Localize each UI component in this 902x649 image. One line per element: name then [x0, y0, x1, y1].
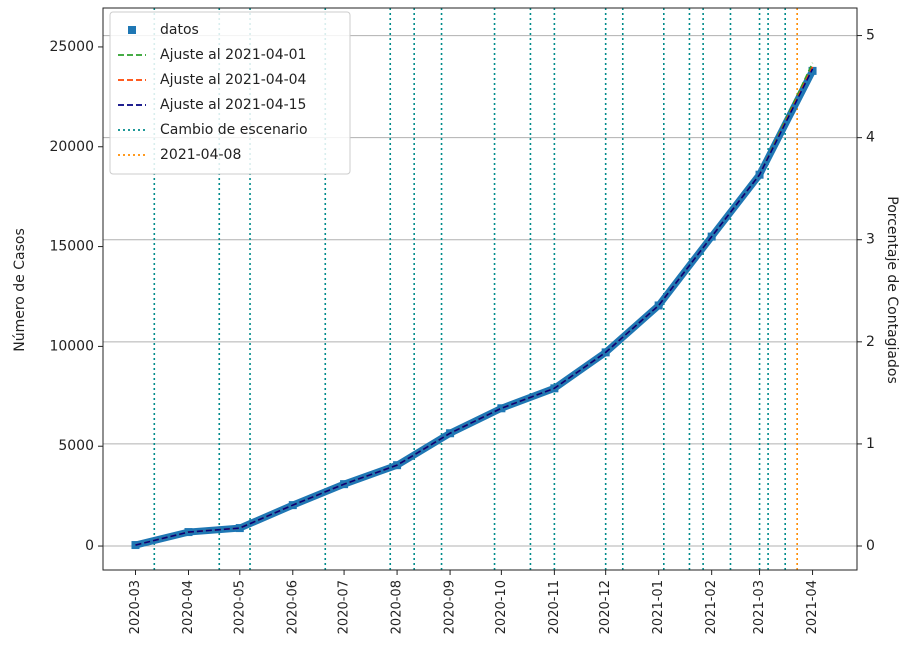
- legend-label: Cambio de escenario: [160, 122, 308, 138]
- x-tick-label: 2020-11: [547, 580, 562, 634]
- x-tick-label: 2020-08: [390, 580, 405, 634]
- data-point: [654, 301, 663, 310]
- data-point: [497, 404, 506, 413]
- legend-label: Ajuste al 2021-04-15: [160, 97, 306, 113]
- legend-box: [109, 11, 351, 175]
- y2-tick-label: 4: [866, 130, 875, 146]
- y-tick-label: 20000: [49, 139, 94, 155]
- y-tick-label: 25000: [49, 39, 94, 55]
- fit-line: [135, 68, 814, 546]
- legend-label: Ajuste al 2021-04-04: [160, 72, 307, 88]
- x-tick-label: 2020-12: [598, 580, 613, 634]
- legend: datos Ajuste al 2021-04-01 Ajuste al 2021-…: [109, 11, 351, 175]
- y-tick-label: 0: [85, 538, 94, 554]
- legend-label: 2021-04-08: [160, 147, 241, 163]
- x-tick-label: 2020-09: [443, 580, 458, 634]
- y-tick-label: 10000: [49, 338, 94, 354]
- y2-tick-label: 2: [866, 334, 875, 350]
- x-tick-label: 2020-07: [337, 580, 352, 634]
- x-tick-label: 2021-02: [704, 580, 719, 634]
- y2-tick-label: 1: [866, 436, 875, 452]
- y-axis-label: Número de Casos: [12, 228, 28, 352]
- y-tick-label: 15000: [49, 239, 94, 255]
- x-tick-label: 2020-05: [232, 580, 247, 634]
- y-tick-label: 5000: [58, 438, 94, 454]
- x-tick-label: 2021-03: [752, 580, 767, 634]
- legend-label: datos: [160, 22, 199, 38]
- x-tick-label: 2020-04: [181, 580, 196, 634]
- legend-marker: [128, 26, 136, 34]
- x-tick-label: 2021-01: [651, 580, 666, 634]
- data-point: [808, 66, 817, 75]
- x-tick-label: 2020-10: [494, 580, 509, 634]
- y2-axis-label: Porcentaje de Contagiados: [884, 196, 900, 384]
- y2-tick-label: 0: [866, 538, 875, 554]
- data-point: [235, 524, 244, 533]
- legend-label: Ajuste al 2021-04-01: [160, 47, 306, 63]
- plot-frame: [102, 7, 858, 571]
- x-tick-label: 2020-03: [128, 580, 143, 634]
- x-tick-label: 2020-06: [285, 580, 300, 634]
- y2-tick-label: 3: [866, 232, 875, 248]
- x-tick-label: 2021-04: [805, 580, 820, 634]
- y2-tick-label: 5: [866, 28, 875, 44]
